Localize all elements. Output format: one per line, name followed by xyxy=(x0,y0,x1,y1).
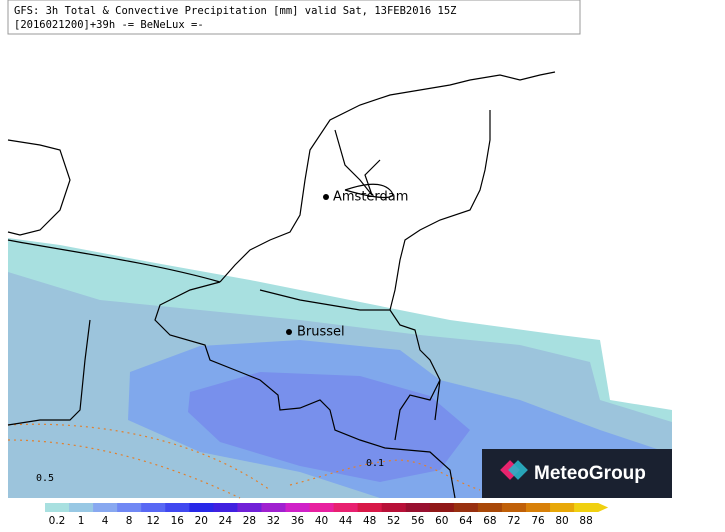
colorbar-label: 40 xyxy=(315,515,328,527)
colorbar-label: 60 xyxy=(435,515,448,527)
colorbar-label: 44 xyxy=(339,515,353,527)
colorbar-label: 12 xyxy=(147,515,160,527)
city-marker xyxy=(323,194,329,200)
colorbar-segment xyxy=(405,503,431,512)
colorbar-label: 56 xyxy=(411,515,425,527)
colorbar-segment xyxy=(477,503,503,512)
city-label: Brussel xyxy=(297,325,345,340)
colorbar-segment xyxy=(550,503,575,512)
colorbar-segment xyxy=(381,503,407,512)
colorbar-segment xyxy=(333,503,359,512)
colorbar-label: 72 xyxy=(507,515,520,527)
city-marker xyxy=(286,329,292,335)
colorbar-segment xyxy=(189,503,214,512)
colorbar-segment xyxy=(141,503,166,512)
colorbar-segment xyxy=(309,503,335,512)
colorbar-segment xyxy=(261,503,286,512)
colorbar-segment xyxy=(213,503,238,512)
colorbar-label: 64 xyxy=(459,515,473,527)
colorbar-segment xyxy=(93,503,118,512)
colorbar-label: 88 xyxy=(579,515,592,527)
colorbar-segment xyxy=(453,503,479,512)
colorbar-segment xyxy=(69,503,94,512)
city-label: Amsterdam xyxy=(333,190,408,205)
coastline xyxy=(7,71,556,283)
colorbar-label: 16 xyxy=(171,515,185,527)
header-box xyxy=(7,0,581,35)
colorbar-label: 24 xyxy=(219,515,233,527)
contour-label: 0.1 xyxy=(366,458,384,469)
logo-text: MeteoGroup xyxy=(534,463,646,484)
logo-icon xyxy=(500,460,528,480)
colorbar-label: 0.2 xyxy=(49,515,66,527)
colorbar-label: 32 xyxy=(267,515,280,527)
colorbar-label: 20 xyxy=(195,515,208,527)
header-line: [2016021200]+39h -= BeNeLux =- xyxy=(14,19,204,31)
colorbar-label: 1 xyxy=(78,515,85,527)
colorbar-label: 8 xyxy=(126,515,133,527)
colorbar-label: 68 xyxy=(483,515,496,527)
border xyxy=(7,110,491,499)
colorbar: 0.2 1 4 8 12 16 20 24 28 32 36 40 44 48 52 56 60 64 68 72 76… xyxy=(45,503,609,527)
colorbar-segment xyxy=(237,503,262,512)
colorbar-segment xyxy=(429,503,455,512)
colorbar-label: 36 xyxy=(291,515,305,527)
precip-area-deep xyxy=(188,372,470,482)
colorbar-label: 52 xyxy=(387,515,400,527)
colorbar-segment xyxy=(526,503,551,512)
contour-label: 0.5 xyxy=(36,473,54,484)
colorbar-segment xyxy=(45,503,70,512)
colorbar-label: 80 xyxy=(555,515,568,527)
colorbar-label: 28 xyxy=(243,515,256,527)
colorbar-label: 4 xyxy=(102,515,109,527)
colorbar-segment xyxy=(574,503,609,512)
dotted-contour xyxy=(7,423,481,499)
colorbar-segment xyxy=(165,503,190,512)
colorbar-segment xyxy=(285,503,311,512)
colorbar-segment xyxy=(117,503,142,512)
colorbar-segment xyxy=(357,503,383,512)
colorbar-label: 76 xyxy=(531,515,545,527)
colorbar-segment xyxy=(501,503,527,512)
colorbar-label: 48 xyxy=(363,515,376,527)
header-line: GFS: 3h Total & Convective Precipitation… xyxy=(14,5,457,17)
